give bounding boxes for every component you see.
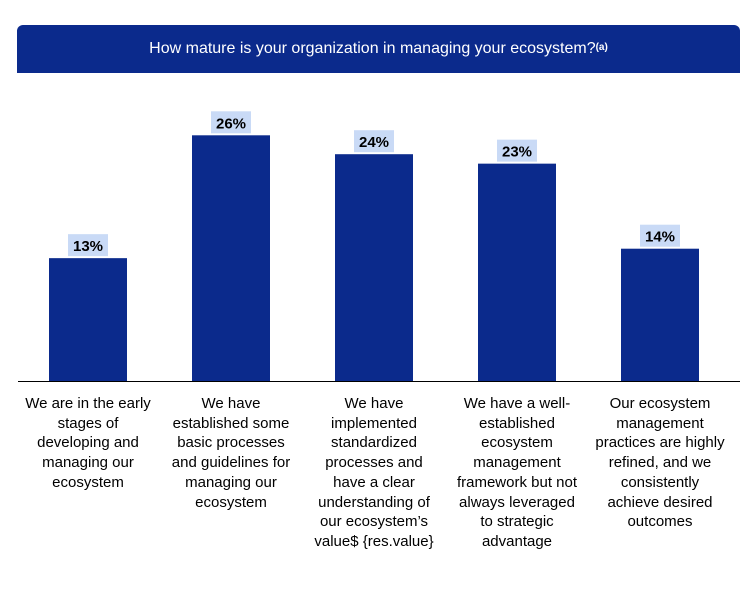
data-label-bg-3 — [354, 130, 394, 153]
data-label-4: 23% — [502, 144, 532, 161]
title-footnote: (a) — [595, 41, 608, 53]
data-label-bg-5 — [640, 224, 680, 247]
category-label-5: Our ecosystem management practices are h… — [595, 395, 725, 531]
chart-title-banner: How mature is your organization in manag… — [17, 25, 740, 73]
data-label-1: 13% — [73, 238, 103, 255]
data-label-5: 14% — [645, 229, 675, 246]
category-label-2: We have established some basic processes… — [171, 395, 291, 511]
category-label-4: We have a well-established ecosystem man… — [456, 395, 578, 550]
bar-3 — [335, 154, 413, 381]
bar-4 — [478, 163, 556, 381]
category-label-1: We are in the early stages of developing… — [25, 395, 151, 491]
category-label-3: We have implemented standardized process… — [314, 395, 434, 550]
bar-1 — [49, 258, 127, 381]
data-label-2: 26% — [216, 115, 246, 132]
data-label-bg-1 — [68, 234, 108, 257]
data-label-3: 24% — [359, 134, 389, 151]
data-label-bg-4 — [497, 139, 537, 162]
chart-title: How mature is your organization in manag… — [149, 40, 596, 57]
bar-2 — [192, 135, 270, 381]
data-label-bg-2 — [211, 111, 251, 134]
bar-5 — [621, 248, 699, 381]
